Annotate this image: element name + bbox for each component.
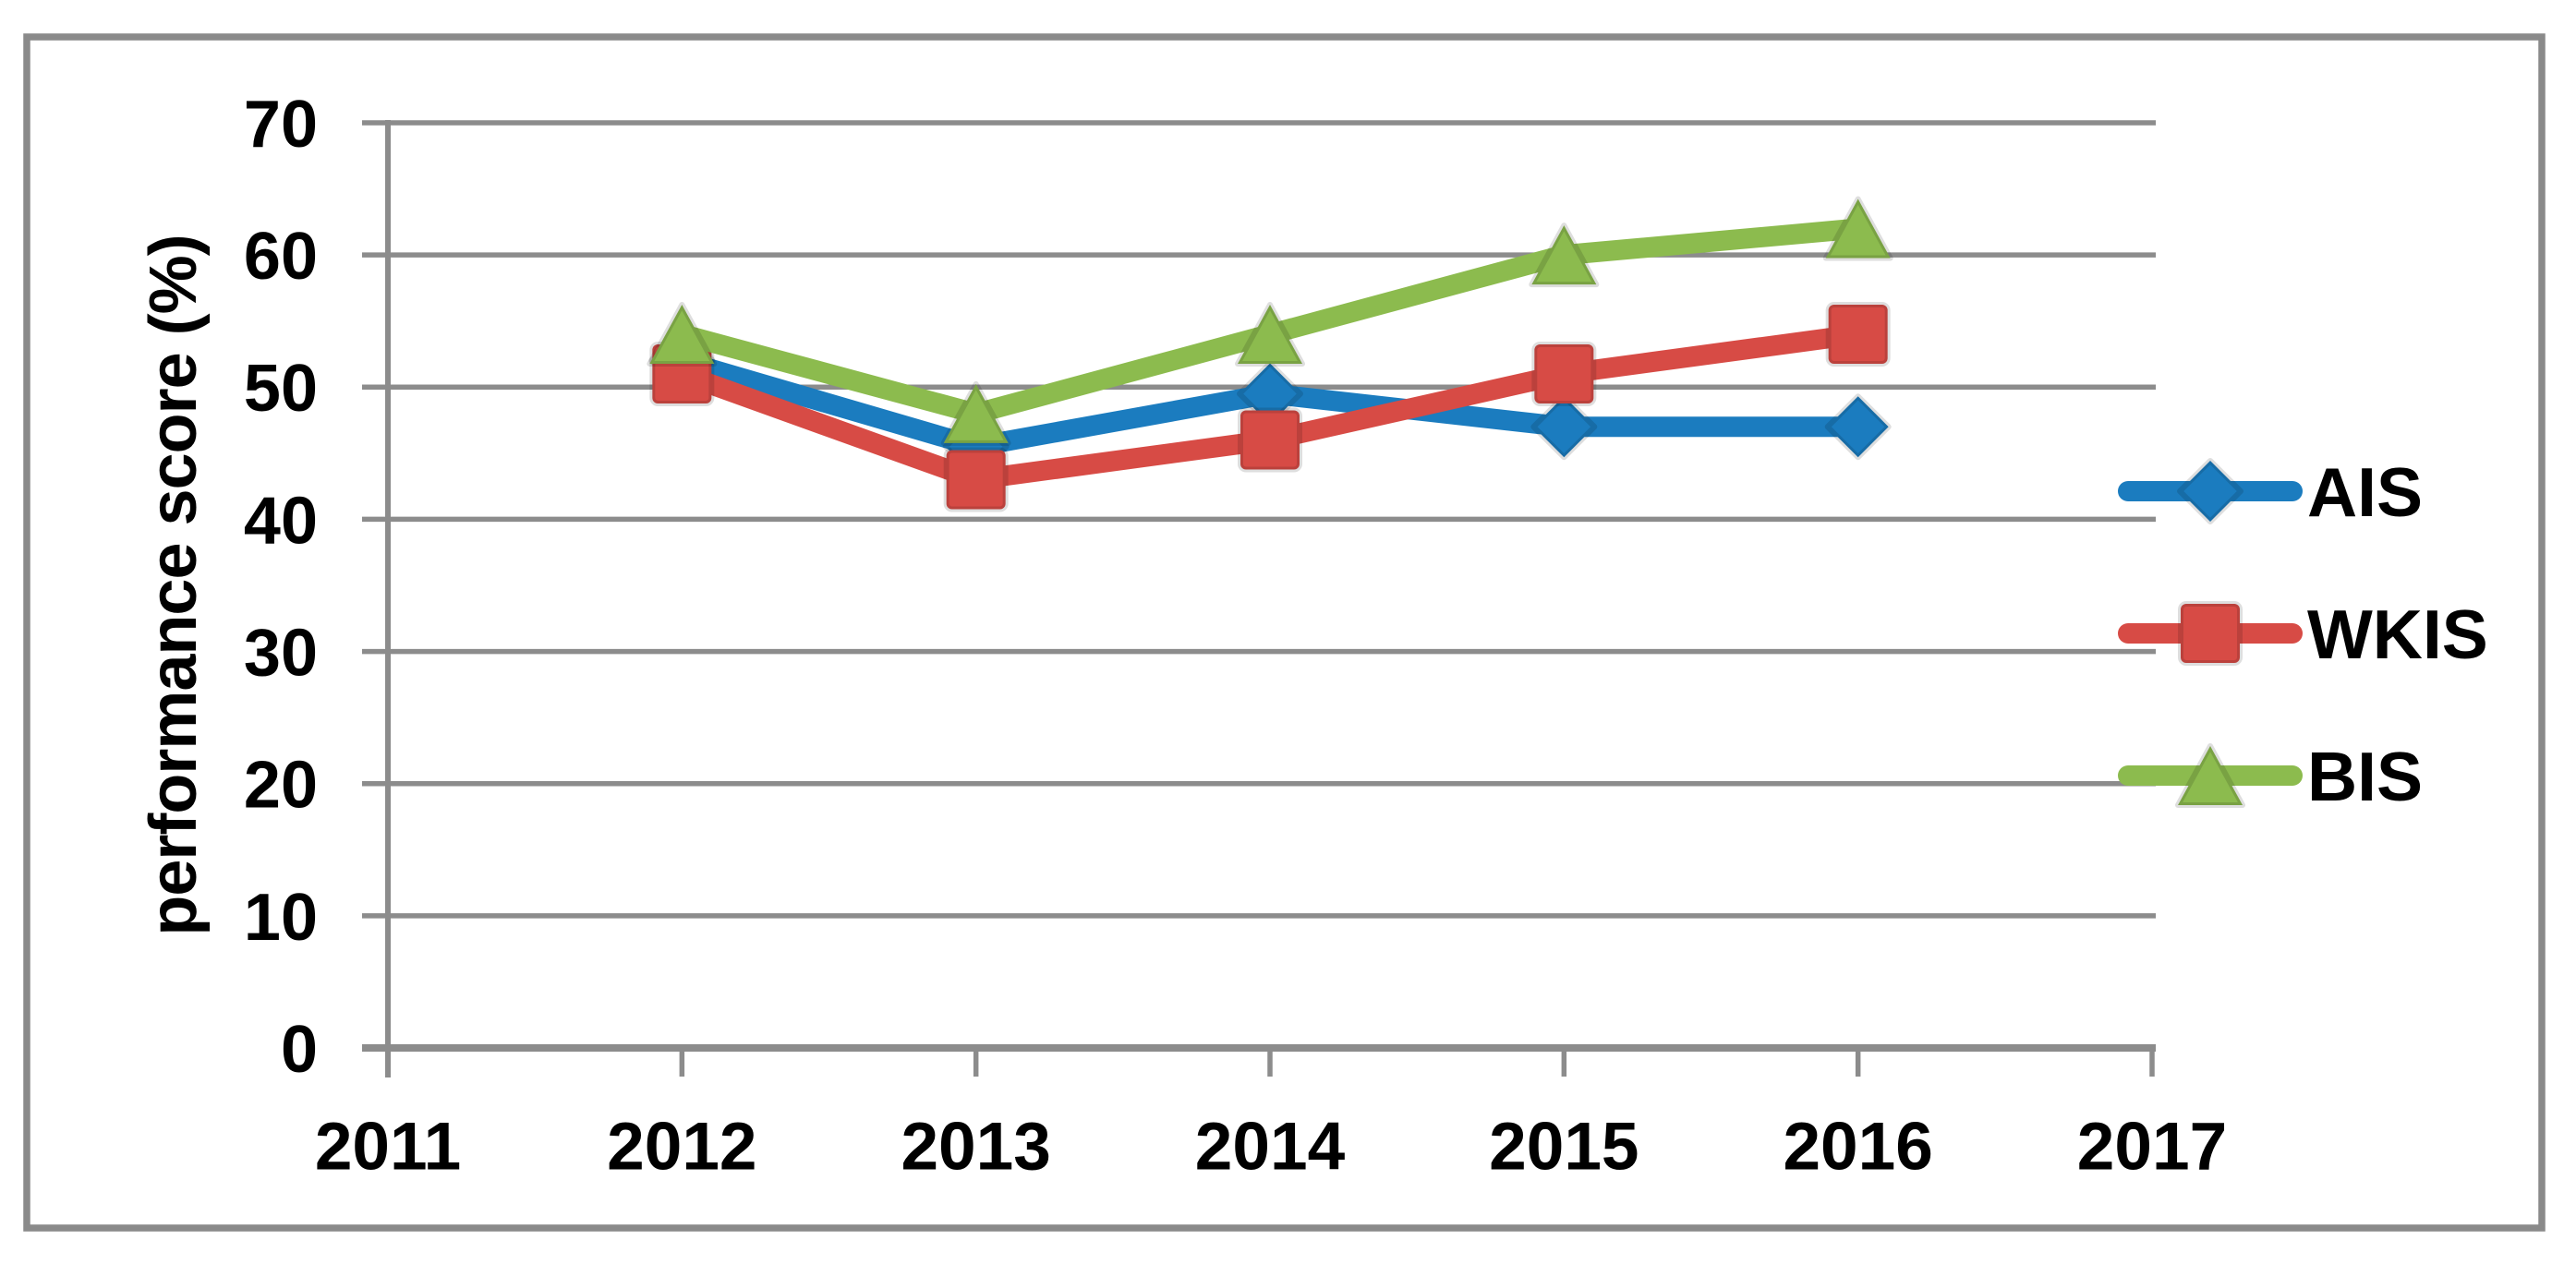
square-marker-2015 — [1531, 341, 1597, 406]
y-axis-tick-labels: 0 10 20 30 40 50 60 70 — [244, 88, 318, 1087]
y-tick-label: 50 — [244, 352, 318, 426]
y-tick-label: 20 — [244, 749, 318, 823]
square-marker-2013 — [943, 447, 1009, 512]
triangle-marker-2016 — [1822, 196, 1893, 261]
series-bis — [647, 196, 1893, 446]
square-marker-2016 — [1825, 302, 1891, 367]
legend-item-bis: BIS — [2118, 738, 2423, 815]
legend-label: BIS — [2307, 738, 2423, 815]
legend-label: WKIS — [2307, 596, 2488, 673]
gridlines — [362, 120, 2156, 1052]
square-marker-legend — [2178, 601, 2243, 666]
y-tick-label: 40 — [244, 484, 318, 558]
chart-outer-border — [23, 33, 2546, 1232]
legend-item-ais: AIS — [2118, 453, 2423, 531]
diamond-marker-legend — [2177, 458, 2243, 524]
y-tick-label: 10 — [244, 881, 318, 955]
triangle-marker-2015 — [1529, 223, 1600, 288]
legend-label: AIS — [2307, 453, 2423, 531]
x-tick-label: 2015 — [1489, 1109, 1639, 1184]
x-axis-tick-labels: 2011 2012 2013 2014 2015 2016 2017 — [315, 1109, 2227, 1184]
triangle-marker-2014 — [1235, 302, 1305, 367]
x-tick-label: 2016 — [1783, 1109, 1932, 1184]
triangle-marker-2012 — [647, 302, 718, 367]
diamond-marker-2016 — [1824, 393, 1892, 461]
y-tick-label: 0 — [281, 1013, 318, 1087]
series-wkis — [649, 302, 1891, 512]
x-tick-label: 2014 — [1195, 1109, 1346, 1184]
legend: AIS WKIS BIS — [2118, 453, 2488, 815]
x-axis-ticks — [385, 1048, 2155, 1077]
triangle-marker-legend — [2175, 743, 2245, 808]
x-tick-label: 2011 — [315, 1109, 461, 1184]
x-tick-label: 2017 — [2077, 1109, 2227, 1184]
y-axis-title: performance score (%) — [137, 235, 211, 935]
x-tick-label: 2012 — [607, 1109, 756, 1184]
diamond-marker-2015 — [1530, 393, 1598, 461]
y-tick-label: 30 — [244, 616, 318, 690]
square-marker-2014 — [1238, 407, 1302, 473]
legend-item-wkis: WKIS — [2118, 596, 2488, 673]
y-tick-label: 60 — [244, 220, 318, 294]
x-tick-label: 2013 — [901, 1109, 1050, 1184]
y-tick-label: 70 — [244, 88, 318, 162]
triangle-marker-2013 — [940, 380, 1011, 446]
